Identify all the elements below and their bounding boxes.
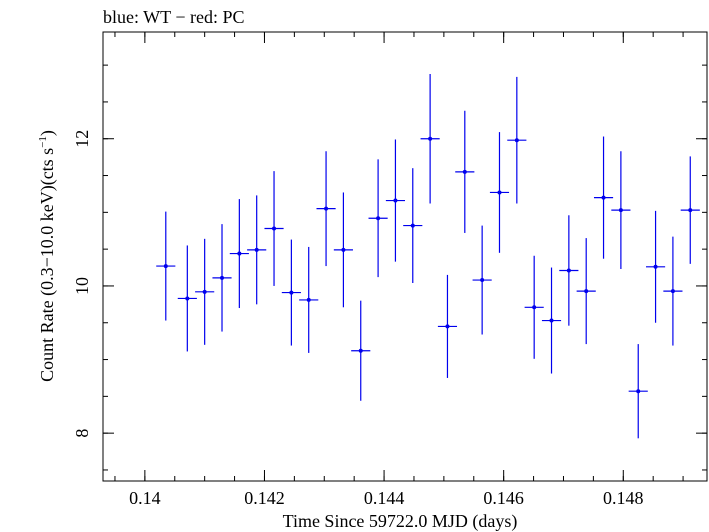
point-marker — [670, 289, 675, 294]
data-point — [316, 151, 336, 267]
data-point — [489, 132, 510, 253]
x-tick-label: 0.142 — [244, 488, 285, 508]
data-point — [680, 156, 700, 264]
y-tick-labels: 8 10 12 — [72, 130, 92, 438]
point-marker — [410, 223, 415, 228]
point-marker — [497, 190, 502, 195]
point-marker — [163, 264, 168, 269]
y-tick-label: 10 — [72, 277, 92, 295]
data-points — [156, 73, 700, 439]
y-axis-label-end: ) — [37, 130, 58, 136]
y-axis-label-sup: −1 — [37, 136, 49, 148]
data-point — [403, 168, 423, 283]
point-marker — [480, 278, 485, 283]
data-point — [472, 225, 492, 335]
data-point — [611, 151, 631, 270]
point-marker — [618, 208, 623, 213]
point-marker — [376, 216, 381, 221]
x-tick-label: 0.14 — [129, 488, 161, 508]
data-point — [420, 73, 440, 204]
data-point — [156, 211, 176, 321]
point-marker — [272, 226, 277, 231]
point-marker — [688, 208, 693, 213]
data-point — [559, 215, 579, 326]
point-marker — [653, 264, 658, 269]
data-point — [628, 344, 648, 439]
point-marker — [306, 297, 311, 302]
data-point — [195, 238, 215, 345]
data-point — [455, 110, 475, 233]
data-point — [281, 239, 301, 346]
point-marker — [514, 138, 519, 143]
y-axis-label: Count Rate (0.3−10.0 keV)(cts s−1) — [37, 130, 58, 382]
data-point — [646, 210, 666, 323]
data-point — [593, 136, 614, 259]
point-marker — [358, 348, 363, 353]
data-point — [437, 274, 458, 378]
point-marker — [428, 136, 433, 141]
data-point — [368, 159, 388, 278]
point-marker — [185, 296, 190, 301]
data-point — [177, 245, 197, 352]
data-point — [299, 246, 319, 353]
data-point — [264, 171, 284, 286]
x-tick-labels: 0.14 0.142 0.144 0.146 0.148 — [129, 488, 643, 508]
point-marker — [237, 251, 242, 256]
point-marker — [289, 290, 294, 295]
y-axis-label-main: Count Rate (0.3−10.0 keV)(cts s — [37, 148, 58, 382]
axis-ticks — [103, 32, 707, 481]
data-point — [229, 199, 249, 309]
data-point — [663, 236, 683, 346]
data-point — [541, 267, 562, 374]
point-marker — [532, 305, 537, 310]
point-marker — [202, 289, 207, 294]
plot-frame — [102, 31, 708, 482]
point-marker — [445, 324, 450, 329]
point-marker — [462, 169, 467, 174]
x-tick-label: 0.144 — [364, 488, 405, 508]
data-point — [524, 255, 544, 359]
point-marker — [566, 268, 571, 273]
point-marker — [601, 195, 606, 200]
data-point — [212, 224, 232, 332]
data-point — [351, 300, 371, 401]
point-marker — [584, 289, 589, 294]
x-axis-label: Time Since 59722.0 MJD (days) — [283, 511, 518, 532]
point-marker — [220, 275, 225, 280]
data-point — [333, 192, 353, 308]
x-tick-label: 0.146 — [483, 488, 524, 508]
data-point — [247, 195, 267, 305]
data-point — [385, 139, 405, 262]
point-marker — [341, 247, 346, 252]
y-tick-label: 8 — [72, 429, 92, 438]
point-marker — [324, 206, 329, 211]
data-point — [576, 238, 596, 345]
y-tick-label: 12 — [72, 130, 92, 148]
point-marker — [393, 198, 398, 203]
x-tick-label: 0.148 — [603, 488, 644, 508]
point-marker — [254, 247, 259, 252]
point-marker — [636, 389, 641, 394]
data-point — [507, 76, 527, 204]
chart-title: blue: WT − red: PC — [103, 7, 244, 27]
point-marker — [549, 318, 554, 323]
